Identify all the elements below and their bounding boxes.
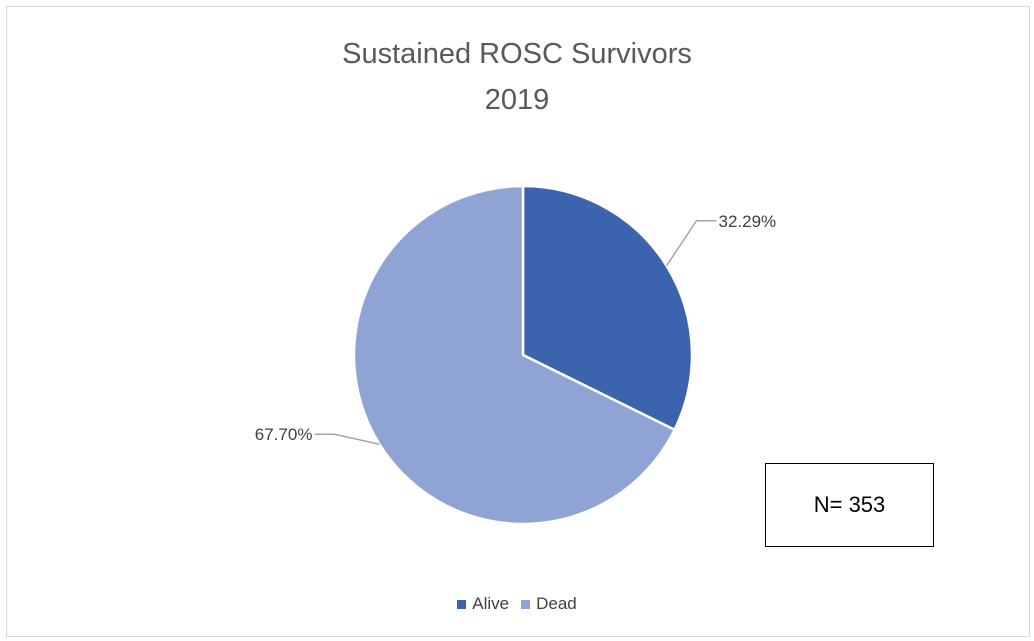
- legend-swatch-dead: [521, 599, 531, 609]
- legend-entry-dead: Dead: [521, 594, 577, 614]
- legend-label-dead: Dead: [536, 594, 577, 613]
- legend-entry-alive: Alive: [457, 594, 509, 614]
- leader-line-dead: [314, 433, 380, 445]
- sample-size-label: N= 353: [813, 492, 886, 517]
- sample-size-box: N= 353: [765, 463, 934, 547]
- legend: Alive Dead: [0, 594, 1034, 614]
- chart-subtitle: 2019: [484, 84, 550, 116]
- pie-slice-alive: [521, 184, 694, 432]
- legend-label-alive: Alive: [472, 594, 510, 613]
- chart-title: Sustained ROSC Survivors: [342, 38, 692, 70]
- data-label-alive: 32.29%: [719, 212, 777, 231]
- data-label-dead: 67.70%: [255, 425, 313, 444]
- leader-line-alive: [665, 220, 717, 267]
- pie-slice-dead: [352, 184, 676, 526]
- legend-swatch-alive: [457, 599, 467, 609]
